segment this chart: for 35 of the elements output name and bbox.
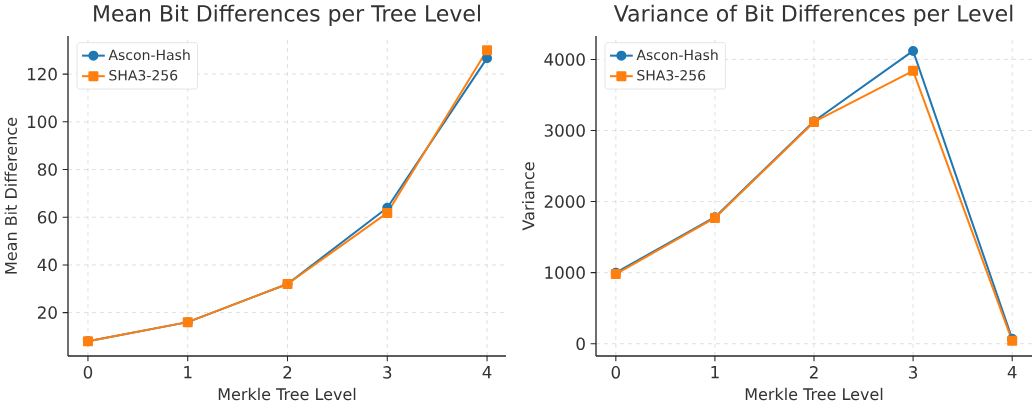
y-tick-label: 4000	[544, 53, 585, 66]
y-tick-label: 60	[37, 210, 57, 224]
x-tick-label: 3	[909, 366, 918, 379]
x-tick-label: 3	[383, 366, 392, 379]
y-tick-label: 3000	[544, 124, 585, 137]
legend-label: SHA3-256	[637, 69, 706, 81]
point	[482, 45, 493, 56]
point	[908, 65, 919, 76]
chart-title: Variance of Bit Differences per Level	[613, 4, 1013, 26]
x-tick-label: 2	[283, 366, 292, 379]
chart-title: Mean Bit Differences per Tree Level	[94, 4, 480, 26]
x-tick-label: 4	[1007, 366, 1017, 379]
y-tick-label: 40	[37, 258, 57, 272]
y-tick-label: 1000	[545, 266, 585, 279]
y-tick-label: 100	[27, 115, 57, 129]
y-tick-label: 20	[37, 306, 57, 319]
x-tick-label: 1	[711, 366, 719, 379]
point	[382, 207, 393, 218]
x-axis-title: Merkle Tree Level	[218, 387, 356, 401]
legend-label: Ascon-Hash	[636, 49, 718, 61]
x-tick-label: 4	[482, 366, 492, 379]
legend-label: SHA3-256	[109, 69, 178, 81]
x-tick-label: 1	[184, 366, 192, 379]
y-tick-label: 0	[576, 337, 585, 350]
point	[908, 45, 919, 56]
y-axis-title: Variance	[522, 162, 535, 231]
y-tick-label: 120	[27, 67, 57, 81]
x-tick-label: 0	[83, 366, 93, 379]
legend-label: Ascon-Hash	[108, 49, 190, 61]
y-tick-label: 80	[37, 163, 57, 176]
y-axis-title: Mean Bit Difference	[4, 117, 17, 274]
x-tick-label: 2	[809, 366, 818, 379]
x-axis-title: Merkle Tree Level	[745, 387, 883, 401]
x-tick-label: 0	[611, 366, 621, 379]
y-tick-label: 2000	[544, 195, 585, 208]
